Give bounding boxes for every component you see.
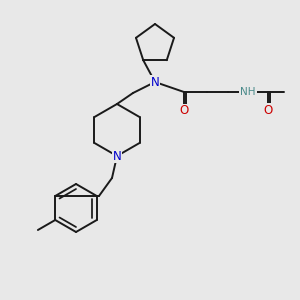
Text: O: O	[263, 103, 273, 116]
Text: NH: NH	[240, 87, 256, 97]
Text: N: N	[112, 149, 122, 163]
Text: O: O	[179, 104, 189, 118]
Text: N: N	[151, 76, 159, 88]
